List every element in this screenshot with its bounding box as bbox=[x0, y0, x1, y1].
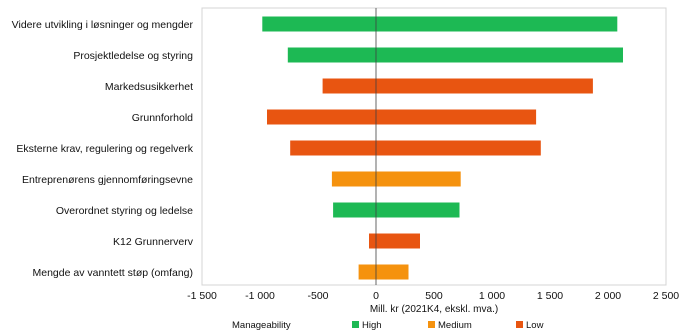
legend-label: Low bbox=[526, 320, 544, 331]
bar bbox=[331, 171, 461, 187]
category-labels: Videre utvikling i løsninger og mengder P… bbox=[12, 19, 194, 279]
category-label: Overordnet styring og ledelse bbox=[56, 205, 193, 217]
legend: Manageability High Medium Low bbox=[232, 320, 544, 331]
x-tick-label: -500 bbox=[307, 290, 328, 302]
category-label: K12 Grunnerverv bbox=[113, 236, 194, 248]
legend-label: High bbox=[362, 320, 382, 331]
x-tick-label: 500 bbox=[425, 290, 443, 302]
legend-swatch bbox=[516, 321, 523, 328]
legend-swatch bbox=[428, 321, 435, 328]
x-tick-label: 0 bbox=[373, 290, 379, 302]
bar bbox=[287, 47, 623, 63]
legend-label: Medium bbox=[438, 320, 472, 331]
plot-area-border bbox=[201, 7, 667, 286]
x-tick-label: -1 000 bbox=[245, 290, 275, 302]
x-tick-label: -1 500 bbox=[187, 290, 217, 302]
bar bbox=[369, 233, 420, 249]
bar bbox=[262, 16, 618, 32]
category-label: Mengde av vanntett støp (omfang) bbox=[33, 267, 194, 279]
x-tick-label: 1 000 bbox=[479, 290, 505, 302]
legend-title: Manageability bbox=[232, 320, 291, 331]
x-tick-label: 2 000 bbox=[595, 290, 621, 302]
category-label: Grunnforhold bbox=[132, 112, 193, 124]
bar bbox=[322, 78, 593, 94]
x-tick-label: 2 500 bbox=[653, 290, 679, 302]
x-tick-label: 1 500 bbox=[537, 290, 563, 302]
bar bbox=[333, 202, 460, 218]
category-label: Videre utvikling i løsninger og mengder bbox=[12, 19, 194, 31]
category-label: Prosjektledelse og styring bbox=[73, 50, 193, 62]
x-axis-label: Mill. kr (2021K4, ekskl. mva.) bbox=[370, 304, 498, 315]
legend-swatch bbox=[352, 321, 359, 328]
x-tick-labels: -1 500 -1 000 -500 0 500 1 000 1 500 2 000 2 500 bbox=[187, 290, 679, 302]
bar bbox=[267, 109, 537, 125]
category-label: Eksterne krav, regulering og regelverk bbox=[16, 143, 193, 155]
category-label: Markedsusikkerhet bbox=[105, 81, 193, 93]
category-label: Entreprenørens gjennomføringsevne bbox=[22, 174, 193, 186]
bar bbox=[358, 264, 409, 280]
bars-layer bbox=[262, 16, 623, 280]
bar bbox=[290, 140, 541, 156]
